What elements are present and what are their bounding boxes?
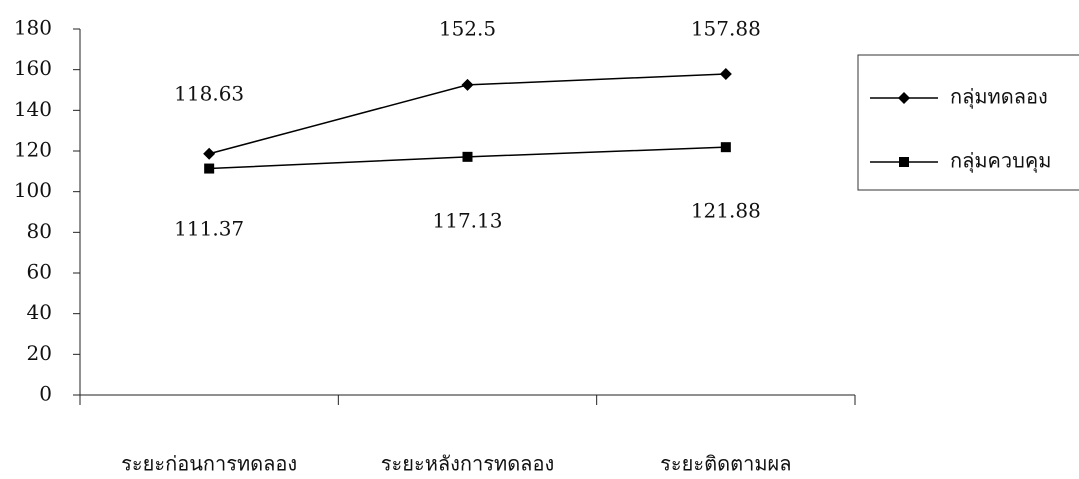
data-label: 111.37 <box>174 217 244 241</box>
marker <box>720 142 731 153</box>
marker <box>461 78 474 91</box>
marker <box>204 163 215 174</box>
data-label: 152.5 <box>439 17 496 41</box>
legend-label: กลุ่มควบคุม <box>950 149 1051 174</box>
y-tick-label: 40 <box>27 300 52 324</box>
x-tick-label: ระยะก่อนการทดลอง <box>121 452 297 476</box>
y-tick-label: 0 <box>39 382 52 406</box>
x-tick-label: ระยะหลังการทดลอง <box>381 452 554 476</box>
legend-label: กลุ่มทดลอง <box>950 85 1048 110</box>
marker <box>898 92 910 104</box>
marker <box>462 151 473 162</box>
y-tick-label: 100 <box>14 178 52 202</box>
legend-box <box>857 54 1079 191</box>
marker <box>719 67 732 80</box>
y-tick-label: 60 <box>27 260 52 284</box>
y-tick-label: 180 <box>14 16 52 40</box>
y-tick-label: 120 <box>14 138 52 162</box>
y-tick-label: 160 <box>14 56 52 80</box>
y-tick-label: 80 <box>27 219 52 243</box>
y-tick-label: 140 <box>14 97 52 121</box>
y-tick-label: 20 <box>27 341 52 365</box>
marker <box>203 147 216 160</box>
marker <box>899 157 909 167</box>
data-label: 118.63 <box>174 82 244 106</box>
data-label: 117.13 <box>433 209 503 233</box>
data-label: 157.88 <box>691 17 761 41</box>
x-tick-label: ระยะติดตามผล <box>660 452 791 476</box>
data-label: 121.88 <box>691 199 761 223</box>
